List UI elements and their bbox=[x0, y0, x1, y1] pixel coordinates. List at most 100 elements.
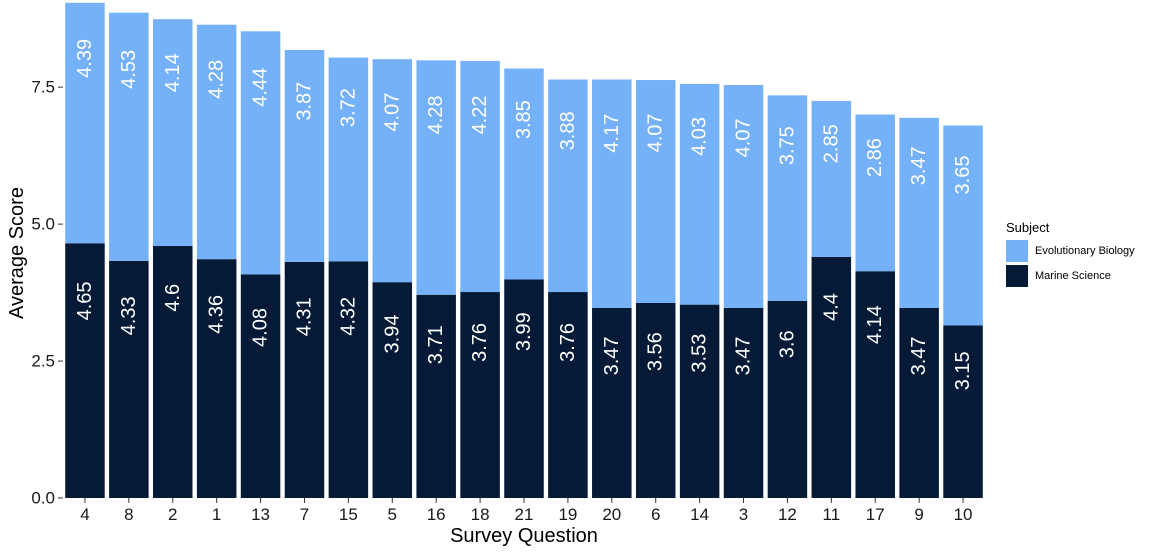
y-tick-label: 2.5 bbox=[31, 352, 55, 371]
bar-label-marine-science-q14: 3.53 bbox=[689, 334, 711, 373]
bar-label-evolutionary-biology-q2: 4.14 bbox=[162, 53, 184, 92]
x-tick-label: 17 bbox=[866, 505, 885, 524]
bar-label-evolutionary-biology-q21: 3.85 bbox=[513, 100, 535, 139]
x-tick-label: 8 bbox=[124, 505, 133, 524]
x-tick-label: 13 bbox=[251, 505, 270, 524]
bar-evolutionary-biology-q19 bbox=[548, 79, 588, 293]
x-tick-label: 12 bbox=[778, 505, 797, 524]
bar-label-evolutionary-biology-q10: 3.65 bbox=[952, 156, 974, 195]
bar-evolutionary-biology-q12 bbox=[767, 95, 808, 301]
x-tick-label: 19 bbox=[558, 505, 577, 524]
bar-evolutionary-biology-q15 bbox=[328, 57, 369, 262]
legend-key-evolutionary-biology bbox=[1006, 240, 1028, 262]
bar-evolutionary-biology-q1 bbox=[196, 24, 237, 260]
y-axis-title: Average Score bbox=[6, 187, 28, 319]
bar-label-marine-science-q11: 4.4 bbox=[820, 293, 842, 321]
x-axis: 4 8 2 1 13 7 15 5 16 18 21 19 20 6 14 3 12 11 17 9 10 bbox=[80, 498, 973, 524]
bar-evolutionary-biology-q17 bbox=[855, 114, 895, 272]
bar-marine-science-q1 bbox=[196, 259, 237, 498]
x-tick-label: 14 bbox=[690, 505, 709, 524]
bar-label-marine-science-q19: 3.76 bbox=[557, 323, 579, 362]
bar-label-marine-science-q20: 3.47 bbox=[601, 336, 623, 375]
bar-label-evolutionary-biology-q16: 4.28 bbox=[425, 95, 447, 134]
bar-label-evolutionary-biology-q18: 4.22 bbox=[469, 96, 491, 135]
bar-label-evolutionary-biology-q20: 4.17 bbox=[601, 114, 623, 153]
bar-evolutionary-biology-q13 bbox=[240, 31, 281, 275]
x-tick-label: 11 bbox=[823, 505, 841, 524]
bar-marine-science-q20 bbox=[592, 307, 632, 498]
bar-label-marine-science-q1: 4.36 bbox=[206, 295, 228, 334]
bar-label-marine-science-q3: 3.47 bbox=[733, 336, 755, 375]
bar-label-marine-science-q4: 4.65 bbox=[74, 281, 96, 320]
bar-label-evolutionary-biology-q13: 4.44 bbox=[250, 68, 272, 107]
bar-evolutionary-biology-q8 bbox=[109, 12, 149, 261]
legend-label-evolutionary-biology: Evolutionary Biology bbox=[1035, 245, 1135, 257]
x-tick-label: 9 bbox=[914, 505, 923, 524]
bar-label-evolutionary-biology-q8: 4.53 bbox=[118, 50, 140, 89]
bar-label-evolutionary-biology-q5: 4.07 bbox=[381, 93, 403, 132]
bar-label-marine-science-q18: 3.76 bbox=[469, 323, 491, 362]
bar-label-marine-science-q13: 4.08 bbox=[250, 308, 272, 347]
bar-marine-science-q21 bbox=[504, 279, 544, 498]
y-tick-label: 7.5 bbox=[31, 78, 55, 97]
bar-marine-science-q2 bbox=[153, 246, 193, 498]
bar-marine-science-q4 bbox=[65, 243, 105, 498]
y-axis: 0.0 2.5 5.0 7.5 bbox=[31, 78, 63, 508]
bar-evolutionary-biology-q9 bbox=[899, 117, 939, 308]
x-tick-label: 21 bbox=[515, 505, 534, 524]
bar-label-marine-science-q8: 4.33 bbox=[118, 296, 140, 335]
bar-labels-layer: 4.65 4.39 4.33 4.53 4.6 4.14 4.36 4.28 4.08 4.44 4… bbox=[74, 39, 974, 390]
bar-label-evolutionary-biology-q12: 3.75 bbox=[776, 126, 798, 165]
bar-marine-science-q17 bbox=[855, 271, 895, 498]
x-tick-label: 7 bbox=[300, 505, 309, 524]
bar-evolutionary-biology-q16 bbox=[416, 60, 456, 295]
bar-evolutionary-biology-q11 bbox=[811, 100, 852, 257]
bar-marine-science-q10 bbox=[943, 325, 983, 498]
bar-marine-science-q15 bbox=[328, 261, 369, 498]
bar-evolutionary-biology-q2 bbox=[153, 19, 193, 247]
bar-label-evolutionary-biology-q7: 3.87 bbox=[293, 82, 315, 121]
x-tick-label: 4 bbox=[80, 505, 89, 524]
bar-label-evolutionary-biology-q1: 4.28 bbox=[206, 60, 228, 99]
bar-evolutionary-biology-q3 bbox=[723, 84, 764, 308]
bar-marine-science-q18 bbox=[460, 292, 500, 498]
bar-label-marine-science-q12: 3.6 bbox=[776, 330, 798, 358]
bar-label-evolutionary-biology-q3: 4.07 bbox=[733, 118, 755, 157]
x-tick-label: 20 bbox=[602, 505, 621, 524]
y-tick-label: 5.0 bbox=[31, 215, 55, 234]
bar-marine-science-q7 bbox=[284, 261, 325, 498]
bar-label-evolutionary-biology-q19: 3.88 bbox=[557, 111, 579, 150]
bar-label-marine-science-q10: 3.15 bbox=[952, 351, 974, 390]
x-tick-label: 2 bbox=[168, 505, 177, 524]
bar-marine-science-q3 bbox=[723, 307, 764, 498]
bar-label-marine-science-q15: 4.32 bbox=[337, 297, 359, 336]
bar-label-marine-science-q16: 3.71 bbox=[425, 325, 447, 364]
bar-label-marine-science-q6: 3.56 bbox=[645, 332, 667, 371]
legend: Subject Evolutionary Biology Marine Scien… bbox=[1006, 220, 1135, 287]
bar-evolutionary-biology-q6 bbox=[635, 80, 676, 303]
bar-marine-science-q16 bbox=[416, 294, 456, 498]
bar-label-marine-science-q2: 4.6 bbox=[162, 284, 184, 312]
legend-key-marine-science bbox=[1006, 265, 1028, 287]
bar-evolutionary-biology-q7 bbox=[284, 49, 325, 262]
bar-marine-science-q14 bbox=[679, 304, 720, 498]
x-tick-label: 6 bbox=[651, 505, 660, 524]
bar-marine-science-q19 bbox=[548, 292, 588, 498]
bar-marine-science-q5 bbox=[372, 282, 413, 498]
bar-evolutionary-biology-q10 bbox=[943, 125, 983, 326]
bar-label-marine-science-q5: 3.94 bbox=[381, 315, 403, 354]
bar-label-evolutionary-biology-q14: 4.03 bbox=[689, 117, 711, 156]
bar-evolutionary-biology-q20 bbox=[592, 79, 632, 308]
bar-marine-science-q6 bbox=[635, 302, 676, 498]
bar-evolutionary-biology-q14 bbox=[679, 83, 720, 305]
x-tick-label: 10 bbox=[954, 505, 973, 524]
bar-label-evolutionary-biology-q6: 4.07 bbox=[645, 113, 667, 152]
x-tick-label: 16 bbox=[427, 505, 446, 524]
bar-label-marine-science-q17: 4.14 bbox=[864, 305, 886, 344]
bar-label-evolutionary-biology-q9: 3.47 bbox=[908, 146, 930, 185]
bar-label-evolutionary-biology-q11: 2.85 bbox=[820, 124, 842, 163]
bar-evolutionary-biology-q5 bbox=[372, 59, 413, 283]
x-axis-title: Survey Question bbox=[450, 525, 598, 547]
x-tick-label: 3 bbox=[739, 505, 748, 524]
